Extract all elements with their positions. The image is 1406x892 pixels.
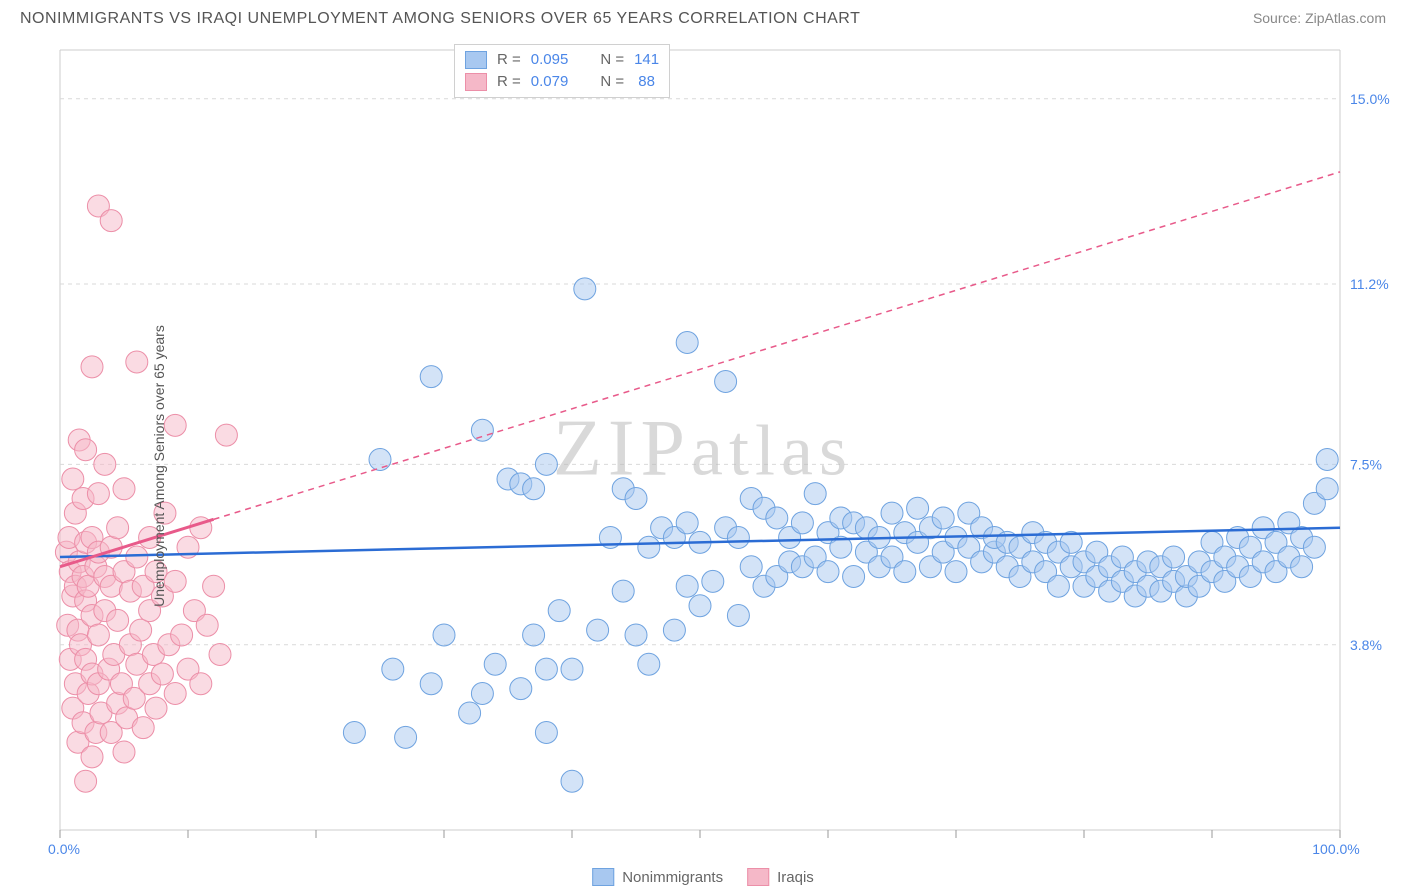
swatch-iraqis — [747, 868, 769, 886]
r-label: R = — [497, 49, 521, 71]
svg-text:11.2%: 11.2% — [1350, 276, 1389, 292]
legend-item-iraqis: Iraqis — [747, 868, 814, 886]
scatter-plot-svg: 3.8% 7.5% 11.2% 15.0% 0.0% 100.0% — [0, 40, 1406, 860]
swatch-nonimmigrants — [592, 868, 614, 886]
swatch-nonimmigrants — [465, 51, 487, 69]
svg-text:15.0%: 15.0% — [1350, 91, 1390, 107]
stats-legend: R = 0.095 N = 141 R = 0.079 N = 88 — [454, 44, 670, 98]
svg-text:7.5%: 7.5% — [1350, 456, 1382, 472]
svg-text:100.0%: 100.0% — [1312, 841, 1359, 857]
series-legend: Nonimmigrants Iraqis — [592, 868, 814, 886]
svg-text:0.0%: 0.0% — [48, 841, 80, 857]
legend-item-nonimmigrants: Nonimmigrants — [592, 868, 723, 886]
r-label: R = — [497, 71, 521, 93]
legend-label-nonimmigrants: Nonimmigrants — [622, 869, 723, 886]
stats-legend-row-nonimmigrants: R = 0.095 N = 141 — [465, 49, 659, 71]
n-value-nonimmigrants: 141 — [634, 49, 659, 71]
source-value: ZipAtlas.com — [1305, 10, 1386, 26]
n-label: N = — [600, 71, 624, 93]
y-axis-label: Unemployment Among Seniors over 65 years — [151, 325, 167, 607]
n-label: N = — [600, 49, 624, 71]
legend-label-iraqis: Iraqis — [777, 869, 814, 886]
n-value-iraqis: 88 — [634, 71, 655, 93]
chart-title: NONIMMIGRANTS VS IRAQI UNEMPLOYMENT AMON… — [20, 10, 860, 28]
r-value-nonimmigrants: 0.095 — [531, 49, 569, 71]
svg-text:3.8%: 3.8% — [1350, 637, 1382, 653]
chart-area: Unemployment Among Seniors over 65 years… — [0, 40, 1406, 892]
r-value-iraqis: 0.079 — [531, 71, 569, 93]
stats-legend-row-iraqis: R = 0.079 N = 88 — [465, 71, 659, 93]
source-attribution: Source: ZipAtlas.com — [1253, 10, 1386, 26]
source-label: Source: — [1253, 10, 1301, 26]
swatch-iraqis — [465, 73, 487, 91]
